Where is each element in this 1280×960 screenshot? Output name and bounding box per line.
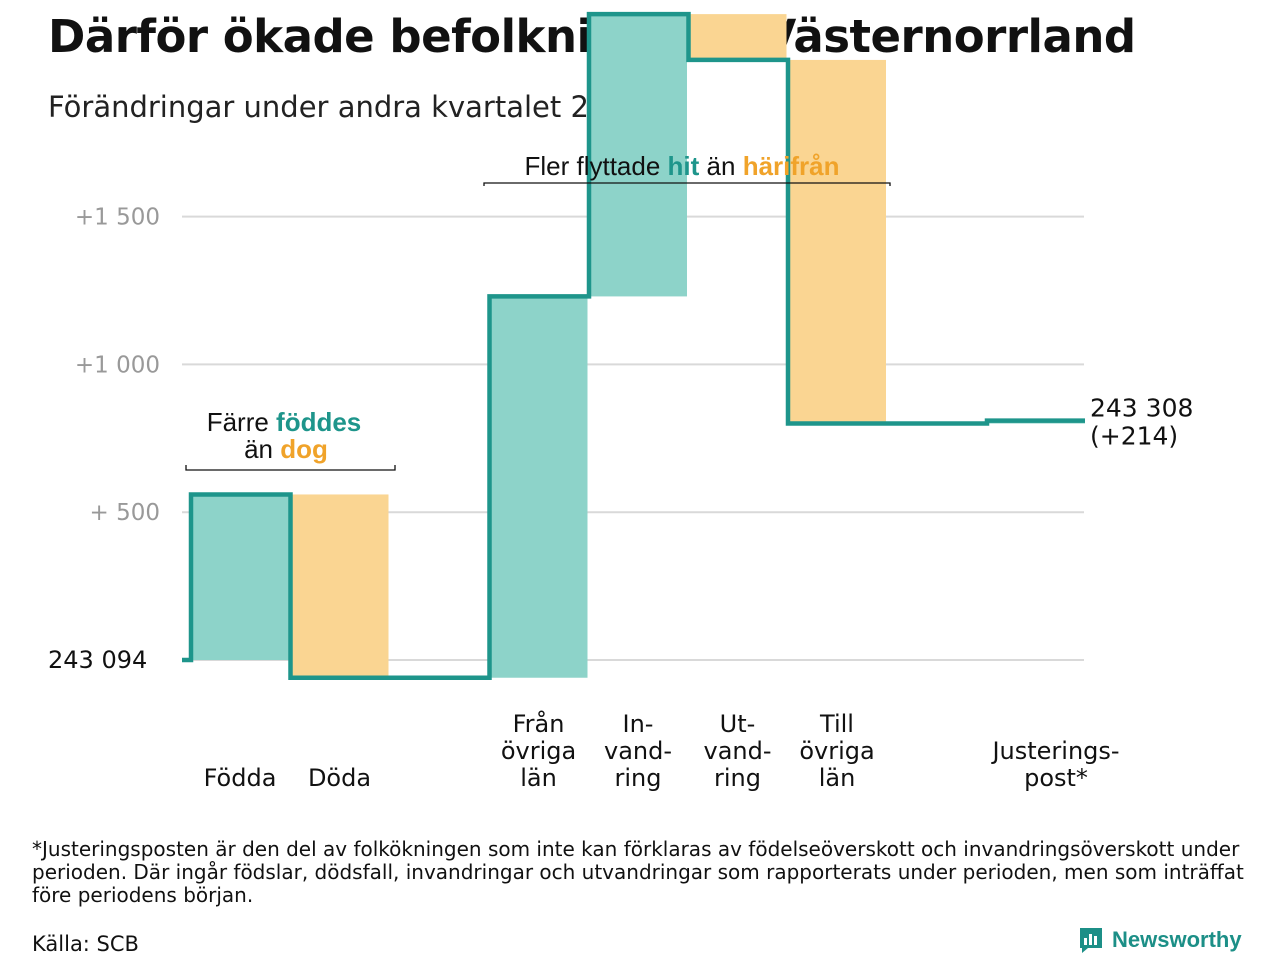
waterfall-bar [589,14,687,297]
running-total-line [182,11,1085,680]
x-category-label: Till [819,710,854,738]
y-tick-label: + 500 [90,500,160,526]
annotation-text: än dog [244,434,328,464]
waterfall-bar [788,59,886,424]
annotation-part: hit [668,151,700,181]
annotation-part: Fler flyttade [524,151,667,181]
x-category-label: Födda [204,764,277,792]
waterfall-bar [191,494,289,660]
y-tick-label: +1 500 [75,205,160,231]
annotation-text: Färre föddes [207,407,362,437]
annotation-part: härifrån [743,151,840,181]
end-value-label: 243 308 [1090,394,1193,423]
newsworthy-logo-text: Newsworthy [1112,927,1242,952]
start-value-label: 243 094 [48,646,147,674]
end-change-label: (+214) [1090,422,1178,451]
x-category-label: post* [1024,764,1088,792]
x-category-label: Från [513,709,565,738]
x-category-label: ring [714,764,761,792]
x-category-label: In- [623,710,654,738]
chart-subtitle: Förändringar under andra kvartalet 2023 [48,90,645,124]
x-category-label: Döda [308,764,371,792]
y-tick-label: +1 000 [75,352,160,378]
annotation-bracket [185,465,396,471]
x-category-label: Justerings- [990,737,1119,765]
labels: + 500 +1 000 +1 500 243 094 243 308(+214) Föd… [48,205,1193,792]
bars [191,14,1085,678]
annotation-part: föddes [276,407,361,437]
x-category-label: övriga [501,737,576,765]
x-category-label: ring [615,764,662,792]
x-category-label: vand- [703,737,771,765]
annotation-part: dog [280,434,328,464]
newsworthy-logo[interactable]: Newsworthy [1078,926,1242,954]
footnote: *Justeringsposten är den del av folkökni… [32,837,1244,907]
annotation-text: Fler flyttade hit än härifrån [524,151,839,181]
waterfall-bar [290,494,389,678]
annotation-part: Färre [207,407,276,437]
annotation-part: än [699,151,742,181]
x-category-label: län [520,764,557,792]
x-category-label: Ut- [720,710,756,738]
annotation-part: än [244,434,280,464]
waterfall-bar [489,296,588,678]
x-category-label: övriga [799,737,874,765]
waterfall-chart: + 500 +1 000 +1 500 243 094 243 308(+214) Föd… [48,11,1193,792]
annotation-bracket [483,182,891,186]
waterfall-bar [688,14,787,60]
source-label: Källa: SCB [32,932,139,956]
x-category-label: län [819,764,856,792]
x-category-label: vand- [604,737,672,765]
running-total-path [182,11,1085,680]
newsworthy-logo-icon [1080,928,1102,953]
